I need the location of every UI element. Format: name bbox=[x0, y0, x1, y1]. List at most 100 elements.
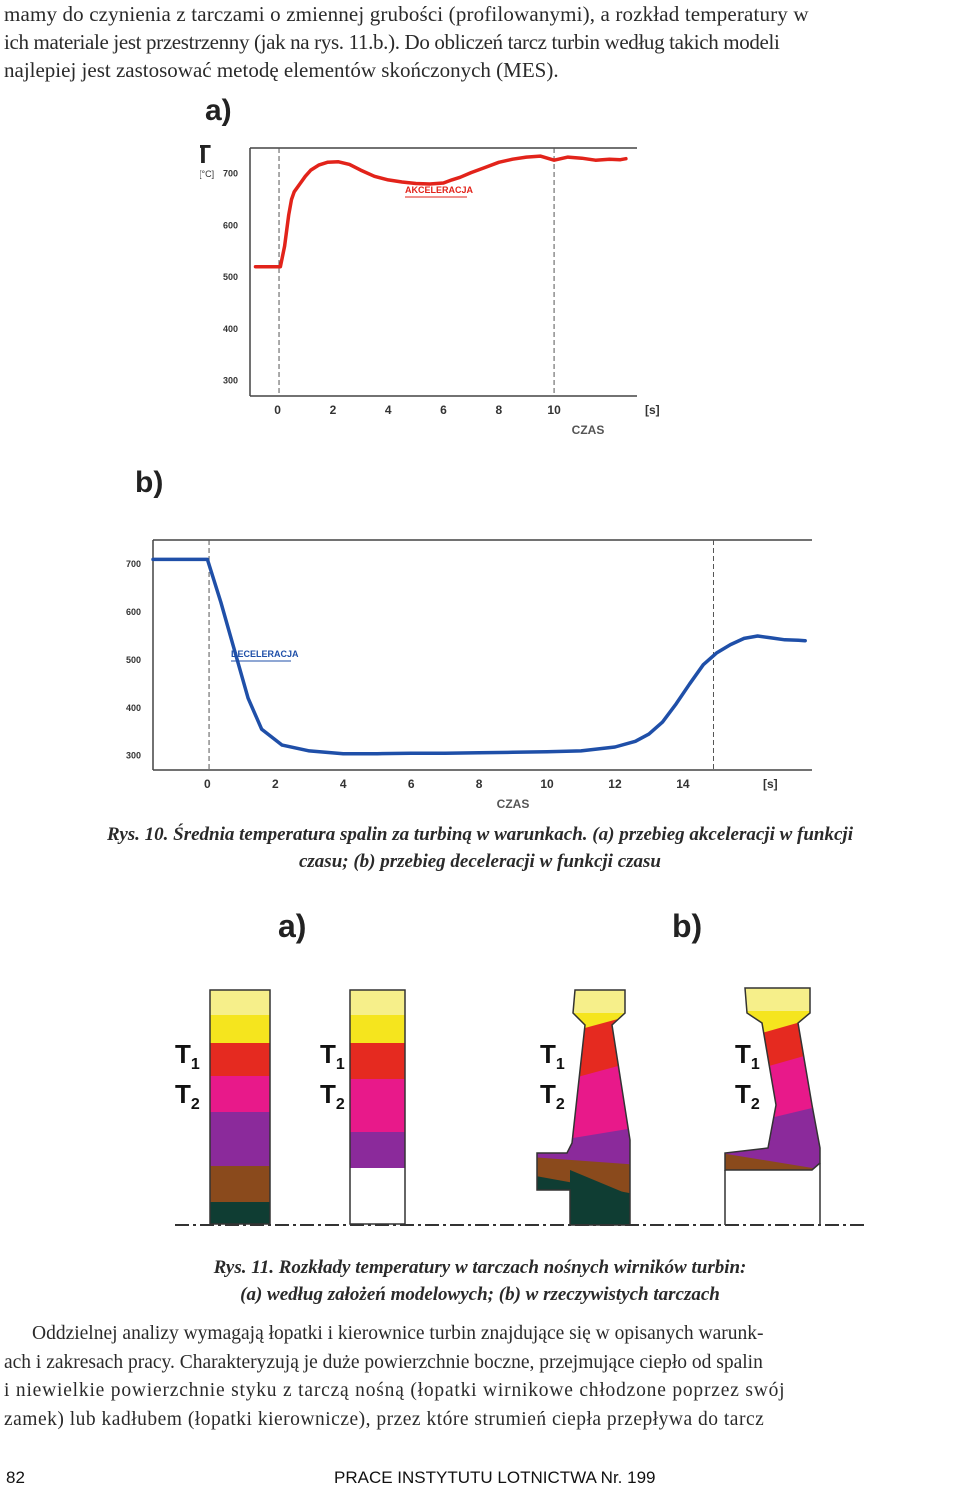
x-axis-unit: [s] bbox=[645, 403, 660, 417]
data-point bbox=[470, 171, 472, 174]
data-point bbox=[283, 245, 286, 247]
data-point bbox=[304, 175, 307, 178]
data-point bbox=[310, 169, 312, 171]
data-point bbox=[539, 155, 542, 157]
data-point bbox=[308, 750, 311, 752]
data-point bbox=[511, 158, 514, 160]
x-tick-label: 0 bbox=[204, 777, 211, 791]
data-point bbox=[342, 752, 344, 755]
data-point bbox=[279, 265, 282, 268]
data-point bbox=[373, 175, 376, 178]
data-point bbox=[804, 639, 806, 642]
series-line bbox=[253, 154, 628, 269]
paragraph-line: Oddzielnej analizy wymagają łopatki i ki… bbox=[32, 1323, 764, 1344]
paragraph-line: i niewielkie powierzchnie styku z tarczą… bbox=[4, 1380, 786, 1401]
y-tick-label: 700 bbox=[126, 559, 141, 569]
disc-temperature-distribution-figure: a) b) bbox=[175, 908, 865, 1226]
zone-red bbox=[350, 1043, 405, 1079]
zone-purple bbox=[210, 1112, 270, 1166]
data-point bbox=[326, 161, 329, 164]
paragraph-line: zamek) lub kadłubem (łopatki kierownicze… bbox=[4, 1408, 765, 1430]
caption-line: (a) według założeń modelowych; (b) w rze… bbox=[240, 1284, 720, 1305]
y-tick-label: 500 bbox=[223, 272, 238, 282]
panel-label-a: a) bbox=[278, 908, 306, 944]
panel-label: a) bbox=[205, 94, 232, 127]
data-point bbox=[444, 752, 446, 754]
x-tick-label: 12 bbox=[608, 777, 622, 791]
data-point bbox=[729, 643, 732, 646]
data-point bbox=[337, 161, 340, 163]
data-point bbox=[567, 156, 569, 158]
zone-brown bbox=[210, 1166, 270, 1202]
paragraph-line: najlepiej jest zastosować metodę element… bbox=[4, 58, 559, 82]
data-point bbox=[594, 159, 597, 161]
data-point bbox=[608, 158, 611, 160]
data-point bbox=[675, 703, 677, 705]
data-point bbox=[376, 752, 378, 755]
journal-name: PRACE INSTYTUTU LOTNICTWA Nr. 199 bbox=[334, 1468, 656, 1487]
x-tick-label: 8 bbox=[476, 777, 483, 791]
series-name-label: DECELERACJA bbox=[231, 649, 299, 659]
data-point bbox=[290, 198, 293, 201]
caption-line: Rys. 11. Rozkłady temperatury w tarczach… bbox=[213, 1257, 747, 1278]
data-point bbox=[287, 214, 290, 216]
deceleration-chart: b)T[°C]30040050060070002468101214[s]CZAS… bbox=[126, 466, 812, 810]
caption-line: Rys. 10. Średnia temperatura spalin za t… bbox=[106, 824, 853, 845]
data-point bbox=[553, 159, 555, 161]
paragraph-line: ach i zakresach pracy. Charakteryzują je… bbox=[4, 1351, 763, 1373]
data-point bbox=[580, 750, 582, 752]
top-paragraph: mamy do czynienia z tarczami o zmiennej … bbox=[4, 0, 958, 84]
paragraph-line: ich materiale jest przestrzenny (jak na … bbox=[4, 30, 780, 54]
y-tick-label: 300 bbox=[223, 375, 238, 385]
panel-label-b: b) bbox=[672, 908, 702, 944]
data-point bbox=[784, 639, 786, 641]
data-point bbox=[580, 157, 583, 159]
data-point bbox=[415, 182, 417, 185]
zone-pale-yellow bbox=[210, 990, 270, 1015]
x-tick-label: 6 bbox=[440, 403, 447, 417]
x-tick-label: 10 bbox=[540, 777, 554, 791]
data-point bbox=[688, 683, 691, 685]
page-number: 82 bbox=[6, 1468, 25, 1487]
caption-line: czasu; (b) przebieg deceleracji w funkcj… bbox=[298, 851, 661, 872]
data-point bbox=[152, 558, 154, 561]
x-axis-unit: [s] bbox=[763, 777, 778, 791]
label-t2: T2 bbox=[735, 1079, 760, 1113]
zone-pink bbox=[350, 1079, 405, 1132]
label-t2: T2 bbox=[540, 1079, 565, 1113]
x-tick-label: 4 bbox=[340, 777, 347, 791]
disc-model-1 bbox=[209, 989, 271, 1225]
x-tick-label: 6 bbox=[408, 777, 415, 791]
data-point bbox=[634, 740, 637, 743]
data-point bbox=[756, 635, 759, 637]
x-tick-label: 2 bbox=[330, 403, 337, 417]
data-point bbox=[478, 752, 480, 754]
data-point bbox=[614, 746, 616, 748]
y-tick-label: 600 bbox=[126, 607, 141, 617]
data-point bbox=[619, 158, 622, 161]
data-point bbox=[254, 265, 257, 268]
x-axis-label: CZAS bbox=[497, 797, 530, 810]
x-tick-label: 8 bbox=[495, 403, 502, 417]
y-axis-label: T bbox=[200, 139, 211, 169]
y-axis-unit: [°C] bbox=[200, 169, 214, 179]
data-point bbox=[716, 651, 718, 654]
y-tick-label: 400 bbox=[126, 703, 141, 713]
data-point bbox=[743, 637, 745, 640]
data-point bbox=[442, 182, 445, 184]
y-tick-label: 500 bbox=[126, 655, 141, 665]
paragraph-line: mamy do czynienia z tarczami o zmiennej … bbox=[4, 2, 809, 26]
series-name-label: AKCELERACJA bbox=[405, 185, 474, 195]
zone-pale-yellow bbox=[350, 990, 405, 1015]
data-point bbox=[451, 179, 453, 181]
data-point bbox=[525, 156, 528, 158]
data-point bbox=[359, 169, 362, 171]
label-t1: T1 bbox=[735, 1039, 760, 1073]
label-t2: T2 bbox=[320, 1079, 345, 1113]
label-t1: T1 bbox=[320, 1039, 345, 1073]
x-tick-label: 2 bbox=[272, 777, 279, 791]
label-t1: T1 bbox=[175, 1039, 200, 1073]
y-tick-label: 600 bbox=[223, 220, 238, 230]
zone-yellow bbox=[350, 1015, 405, 1043]
data-point bbox=[318, 164, 320, 166]
